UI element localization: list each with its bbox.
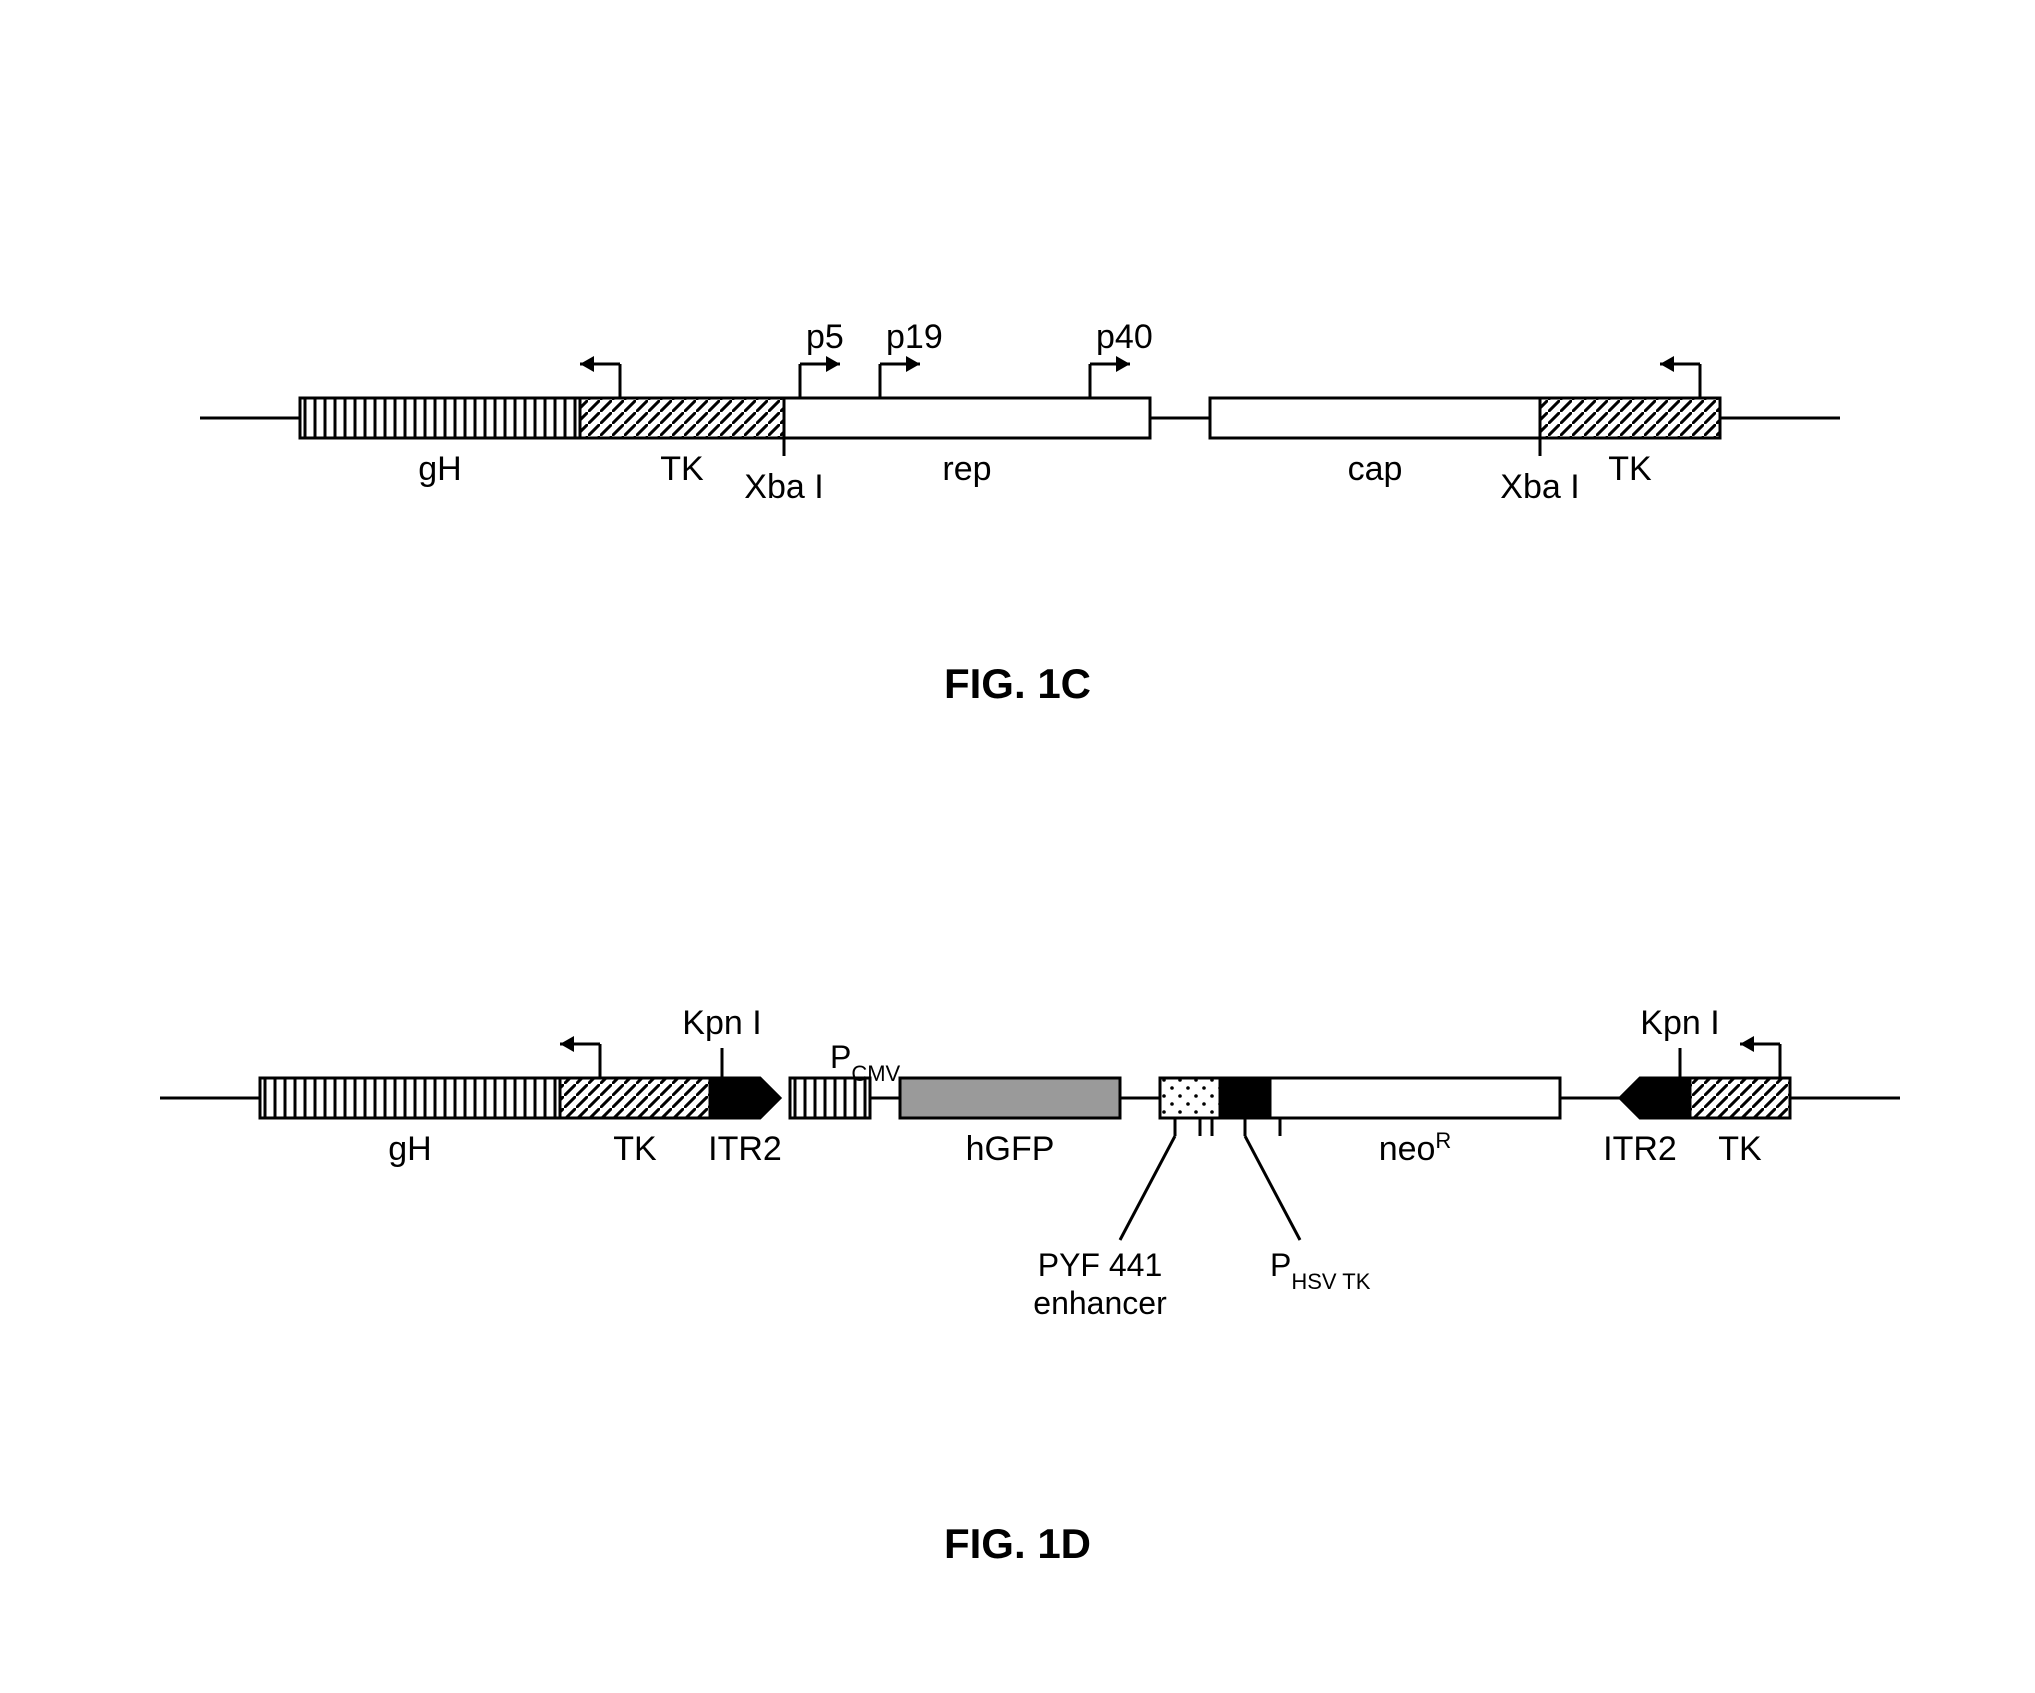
segment-TK-left — [580, 398, 784, 438]
label-TK-right: TK — [1608, 450, 1652, 488]
segment-ITR2-left — [710, 1078, 780, 1118]
label-xbaI-right: Xba I — [1500, 468, 1579, 506]
segment-TK-left — [560, 1078, 710, 1118]
label-hGFP: hGFP — [966, 1130, 1055, 1168]
figure-1d-caption: FIG. 1D — [0, 1520, 2035, 1568]
label-TK-left-D: TK — [613, 1130, 657, 1168]
label-neoR: neoR — [1379, 1128, 1452, 1169]
promoter-p40 — [1090, 356, 1130, 398]
promoter-tk-left-D — [560, 1036, 600, 1078]
segment-rep — [784, 398, 1150, 438]
label-TK-left: TK — [660, 450, 704, 488]
callout-line-enh — [1120, 1136, 1175, 1240]
label-gH: gH — [418, 450, 461, 488]
label-ITR2-left: ITR2 — [708, 1130, 782, 1168]
promoter-tk-left — [580, 356, 620, 398]
figure-1c-svg: gH TK rep cap TK p5 p19 p40 Xba I Xba I — [0, 280, 2035, 540]
label-p19: p19 — [886, 318, 943, 356]
segment-pHSVTK — [1220, 1078, 1270, 1118]
figure-1d: Kpn I Kpn I gH TK ITR2 hGFP neoR ITR2 TK… — [0, 940, 2035, 1568]
label-ITR2-right: ITR2 — [1603, 1130, 1677, 1168]
segment-enhancer — [1160, 1078, 1220, 1118]
label-p5: p5 — [806, 318, 844, 356]
label-gH-D: gH — [388, 1130, 431, 1168]
segment-cap — [1210, 398, 1540, 438]
label-xbaI-left: Xba I — [744, 468, 823, 506]
promoter-tk-right-D — [1740, 1036, 1780, 1078]
label-kpnI-right: Kpn I — [1640, 1004, 1719, 1042]
callout-text-enh-1: PYF 441 — [1038, 1247, 1163, 1283]
segment-hGFP — [900, 1078, 1120, 1118]
promoter-tk-right — [1660, 356, 1700, 398]
promoter-p5 — [800, 356, 840, 398]
callout-line-phsv — [1245, 1136, 1300, 1240]
label-cap: cap — [1348, 450, 1403, 488]
label-rep: rep — [942, 450, 991, 488]
label-TK-right-D: TK — [1718, 1130, 1762, 1168]
label-p40: p40 — [1096, 318, 1153, 356]
segment-gH — [300, 398, 580, 438]
figure-1c-caption: FIG. 1C — [0, 660, 2035, 708]
segment-TK-right — [1540, 398, 1720, 438]
segment-TK-right — [1690, 1078, 1790, 1118]
segment-neoR — [1270, 1078, 1560, 1118]
segment-ITR2-right — [1620, 1078, 1690, 1118]
callout-text-phsv: PHSV TK — [1270, 1247, 1371, 1294]
figure-1d-diagram: Kpn I Kpn I gH TK ITR2 hGFP neoR ITR2 TK… — [0, 940, 2035, 1360]
figure-1c: gH TK rep cap TK p5 p19 p40 Xba I Xba I … — [0, 280, 2035, 708]
promoter-p19 — [880, 356, 920, 398]
figure-1d-svg: Kpn I Kpn I gH TK ITR2 hGFP neoR ITR2 TK… — [0, 940, 2035, 1360]
callout-text-enh-2: enhancer — [1033, 1285, 1167, 1321]
label-kpnI-left: Kpn I — [682, 1004, 761, 1042]
segment-gH — [260, 1078, 560, 1118]
figure-1c-diagram: gH TK rep cap TK p5 p19 p40 Xba I Xba I — [0, 280, 2035, 540]
